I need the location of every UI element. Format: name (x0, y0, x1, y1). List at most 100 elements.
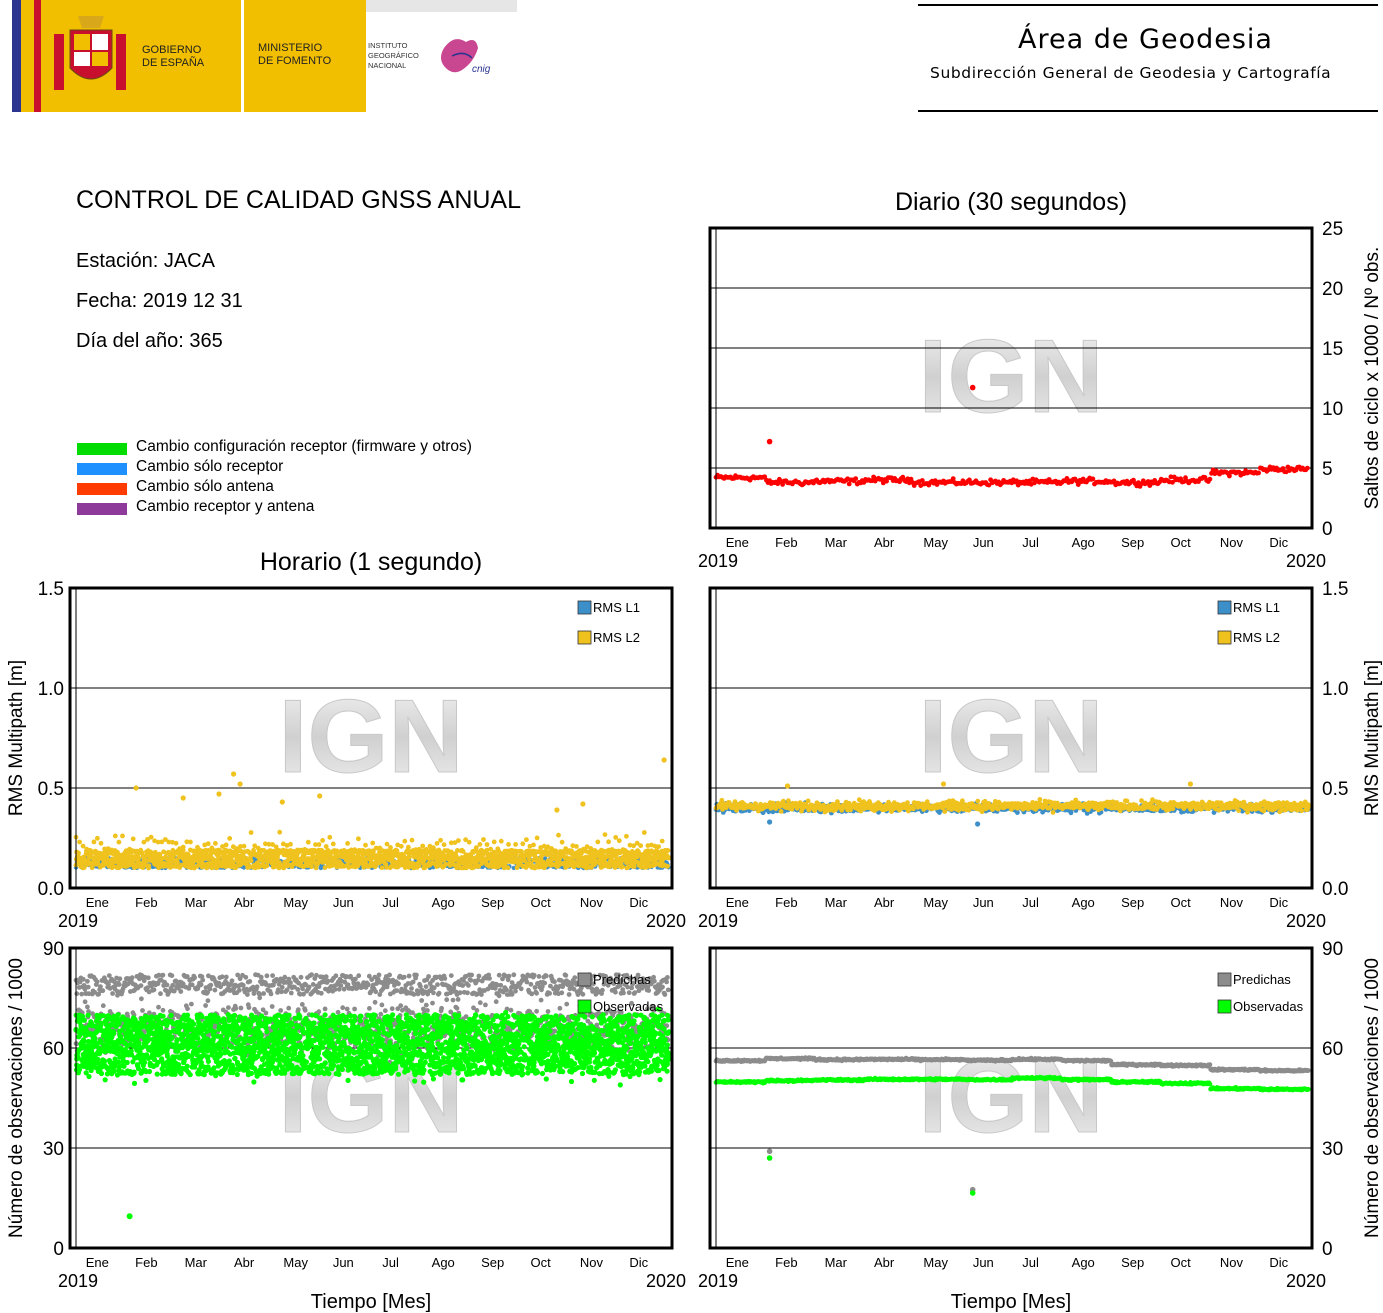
data-point (356, 836, 361, 842)
data-point (279, 799, 285, 805)
data-point (295, 1007, 301, 1013)
x-tick-label: Nov (1220, 895, 1244, 910)
data-point (402, 838, 408, 844)
data-point (609, 847, 615, 852)
data-point (441, 842, 447, 848)
data-point (506, 842, 511, 847)
institute-line3: NACIONAL (368, 61, 406, 70)
data-point (278, 1008, 284, 1013)
year-start-label: 2019 (698, 911, 738, 931)
x-tick-label: Oct (1170, 535, 1191, 550)
data-point (191, 848, 197, 854)
data-point (1256, 470, 1261, 476)
data-point (638, 843, 644, 849)
institute-top-bar (366, 0, 517, 12)
data-point (484, 842, 490, 847)
data-point (905, 800, 910, 805)
data-point (409, 837, 415, 843)
x-tick-label: Sep (1121, 535, 1144, 550)
data-point (975, 798, 981, 804)
data-point (884, 478, 889, 484)
data-point (641, 830, 647, 835)
cnig-text: cnig (472, 64, 491, 75)
data-point (216, 791, 222, 797)
legend-swatch-purple (77, 503, 127, 515)
legend-text: RMS L2 (593, 630, 640, 645)
y-tick-label: 60 (43, 1039, 64, 1060)
station-label: Estación: JACA (76, 250, 215, 272)
legend-color-box (1217, 600, 1232, 615)
watermark-text: IGN (279, 679, 464, 795)
data-point (76, 850, 81, 856)
x-tick-label: Ago (432, 895, 455, 910)
x-tick-label: Sep (481, 895, 504, 910)
data-point (130, 836, 136, 842)
year-start-label: 2019 (58, 911, 98, 931)
data-point (911, 806, 916, 812)
legend-swatch-red (77, 483, 127, 495)
legend-color-box (577, 600, 592, 615)
data-point (1207, 476, 1213, 482)
data-point (554, 807, 560, 813)
y-tick-label: 25 (1322, 219, 1343, 240)
data-point (438, 837, 443, 843)
data-point (531, 842, 536, 848)
y-tick-label: 1.0 (38, 679, 64, 700)
legend-color-box (1217, 630, 1232, 645)
data-point (384, 841, 390, 847)
data-point (534, 835, 540, 841)
data-point (509, 848, 515, 853)
data-point (805, 798, 811, 804)
data-point (327, 834, 333, 840)
data-point (226, 1005, 231, 1010)
data-point (305, 839, 311, 845)
data-point (656, 844, 661, 849)
data-point (323, 844, 329, 849)
x-tick-label: Jun (973, 895, 994, 910)
x-tick-label: Jul (1022, 895, 1039, 910)
y-tick-label: 20 (1322, 279, 1343, 300)
data-point (238, 1005, 244, 1011)
data-point (665, 863, 670, 869)
chart-legend-item: RMS L2 (577, 630, 640, 645)
data-point (198, 849, 204, 854)
data-point (1090, 476, 1096, 482)
data-point (363, 842, 368, 848)
gov-line1: GOBIERNO (142, 44, 202, 56)
data-point (74, 1041, 79, 1047)
data-point (139, 996, 144, 1002)
data-point (659, 838, 665, 844)
legend-label: Cambio receptor y antena (136, 498, 315, 515)
legend-text: RMS L2 (1233, 630, 1280, 645)
data-point (146, 863, 152, 868)
data-point (223, 842, 229, 848)
data-point (552, 848, 558, 854)
x-tick-label: Jul (382, 895, 399, 910)
data-point (388, 845, 393, 850)
data-point (277, 829, 283, 835)
data-point (112, 833, 118, 839)
date-label: Fecha: 2019 12 31 (76, 290, 243, 312)
y-tick-label: 0.5 (1322, 779, 1348, 800)
data-point (488, 846, 493, 852)
data-point (495, 846, 501, 852)
data-point (423, 847, 429, 852)
data-point (524, 837, 529, 843)
data-point (188, 839, 193, 845)
data-point (237, 781, 243, 787)
data-point (379, 865, 385, 871)
year-end-label: 2020 (1286, 551, 1326, 571)
data-point (160, 1007, 166, 1013)
x-tick-label: Sep (1121, 895, 1144, 910)
x-tick-label: Feb (775, 895, 797, 910)
data-point (950, 476, 956, 481)
data-point (1170, 479, 1175, 485)
data-point (513, 842, 518, 847)
x-tick-label: Feb (775, 535, 797, 550)
y-tick-label: 30 (43, 1139, 64, 1160)
y-tick-label: 1.0 (1322, 679, 1348, 700)
data-point (1050, 810, 1056, 815)
data-point (407, 854, 412, 860)
